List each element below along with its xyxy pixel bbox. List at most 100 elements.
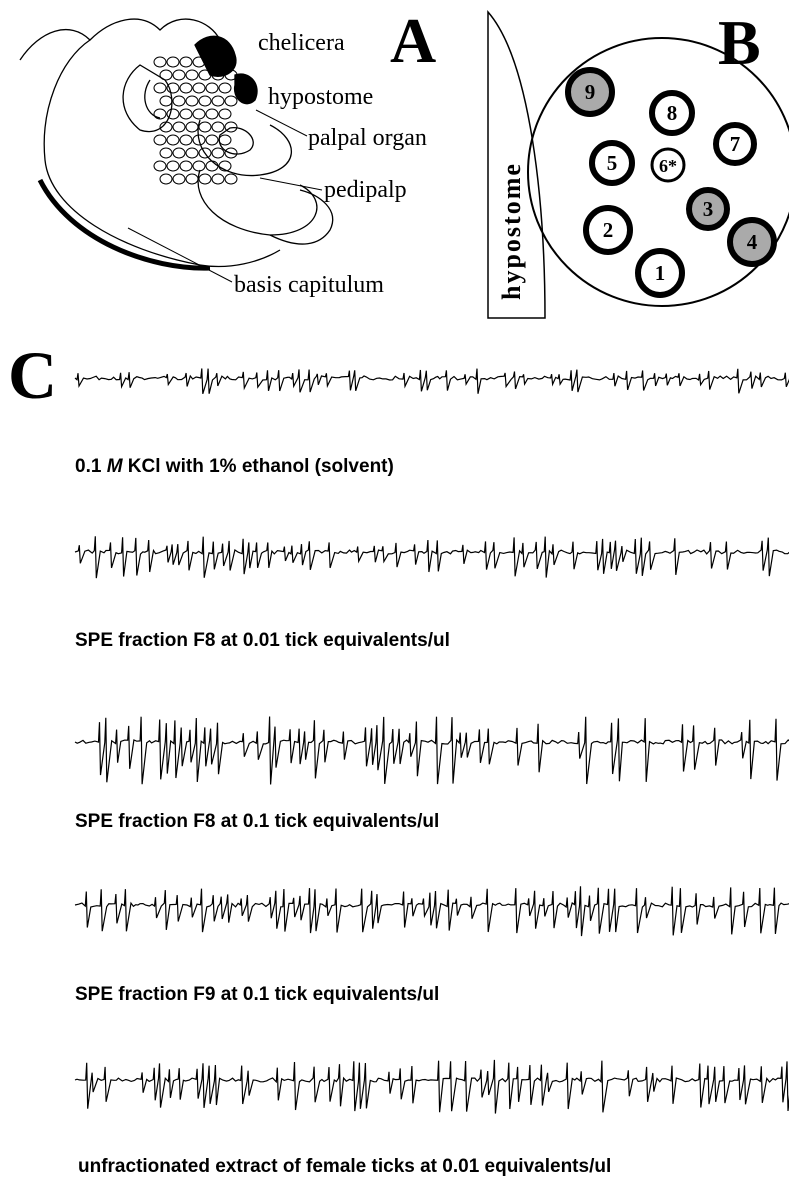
caption-part: SPE fraction F9 at 0.1 tick equivalents/… [75, 984, 439, 1005]
denticle [192, 160, 206, 172]
denticle [205, 108, 219, 120]
denticle [166, 82, 180, 94]
denticle [159, 95, 173, 107]
caption-part: M [107, 456, 124, 477]
denticle [211, 121, 225, 133]
trace-caption: SPE fraction F8 at 0.01 tick equivalents… [75, 630, 450, 651]
sensillum-label: 6* [659, 156, 677, 176]
denticle [218, 108, 232, 120]
caption-part: 0.1 [75, 456, 107, 477]
denticle [218, 160, 232, 172]
denticle [179, 108, 193, 120]
denticle [172, 69, 186, 81]
denticle [172, 121, 186, 133]
denticle [218, 134, 232, 146]
tip-outline [527, 37, 789, 307]
caption-part: SPE fraction F8 at 0.01 tick equivalents… [75, 630, 450, 651]
denticle [153, 56, 167, 68]
denticle [172, 173, 186, 185]
sensillum [713, 122, 757, 166]
denticle [159, 69, 173, 81]
denticle [224, 173, 238, 185]
hypostome-label: hypostome [497, 162, 526, 300]
denticle [166, 56, 180, 68]
sensillum [649, 90, 695, 136]
panel-label: C [8, 337, 57, 413]
sensillum-label: 3 [703, 197, 714, 221]
denticle [179, 56, 193, 68]
recording-trace [74, 368, 789, 394]
sensillum [589, 140, 635, 186]
sensillum-label: 8 [667, 101, 678, 125]
denticle [179, 160, 193, 172]
denticle [179, 82, 193, 94]
denticle [166, 108, 180, 120]
denticle [192, 82, 206, 94]
denticle [172, 147, 186, 159]
part-label: chelicera [258, 30, 345, 56]
denticle [205, 82, 219, 94]
denticle [159, 173, 173, 185]
trace-caption: 0.1 M KCl with 1% ethanol (solvent) [75, 456, 394, 477]
recording-trace [74, 716, 789, 785]
denticle [205, 160, 219, 172]
denticle [153, 160, 167, 172]
denticle [192, 108, 206, 120]
sensillum-label: 5 [607, 151, 618, 175]
sensillum-label: 4 [747, 230, 758, 254]
denticle [185, 173, 199, 185]
denticle [172, 95, 186, 107]
panel-label: B [718, 7, 761, 78]
denticle [224, 69, 238, 81]
denticle [153, 108, 167, 120]
part-label: hypostome [268, 84, 373, 110]
denticle [153, 134, 167, 146]
sensillum [727, 217, 777, 267]
denticle [159, 121, 173, 133]
denticle [211, 147, 225, 159]
denticle [198, 95, 212, 107]
denticle [218, 56, 232, 68]
recording-trace [74, 536, 789, 579]
denticle [159, 147, 173, 159]
denticle [198, 69, 212, 81]
recording-trace [74, 886, 789, 937]
sensillum [635, 248, 685, 298]
denticle [185, 147, 199, 159]
sensillum [686, 187, 730, 231]
trace-caption: unfractionated extract of female ticks a… [78, 1156, 611, 1177]
denticle [211, 173, 225, 185]
part-label: basis capitulum [234, 272, 384, 298]
caption-part: unfractionated extract of female ticks a… [78, 1156, 611, 1177]
denticle [153, 82, 167, 94]
recording-trace [74, 1059, 789, 1114]
denticle [166, 134, 180, 146]
denticle [198, 121, 212, 133]
denticle [198, 173, 212, 185]
sensillum [583, 205, 633, 255]
part-label: palpal organ [308, 125, 427, 151]
sensillum-label: 7 [730, 132, 741, 156]
hypostome-outline [487, 10, 546, 319]
panel-label: A [390, 5, 436, 76]
sensillum-label: 1 [655, 261, 666, 285]
denticle [224, 95, 238, 107]
denticle [166, 160, 180, 172]
denticle [224, 121, 238, 133]
sensillum-label: 9 [585, 80, 596, 104]
denticle [218, 82, 232, 94]
caption-part: KCl with 1% ethanol (solvent) [123, 456, 394, 477]
denticle [224, 147, 238, 159]
part-label: pedipalp [324, 177, 407, 203]
sensillum [565, 67, 615, 117]
denticle [211, 69, 225, 81]
denticle [211, 95, 225, 107]
trace-caption: SPE fraction F8 at 0.1 tick equivalents/… [75, 811, 439, 832]
denticle [205, 134, 219, 146]
denticle [205, 56, 219, 68]
denticle [185, 95, 199, 107]
denticle [185, 69, 199, 81]
denticle [179, 134, 193, 146]
sensillum-label: 2 [603, 218, 614, 242]
